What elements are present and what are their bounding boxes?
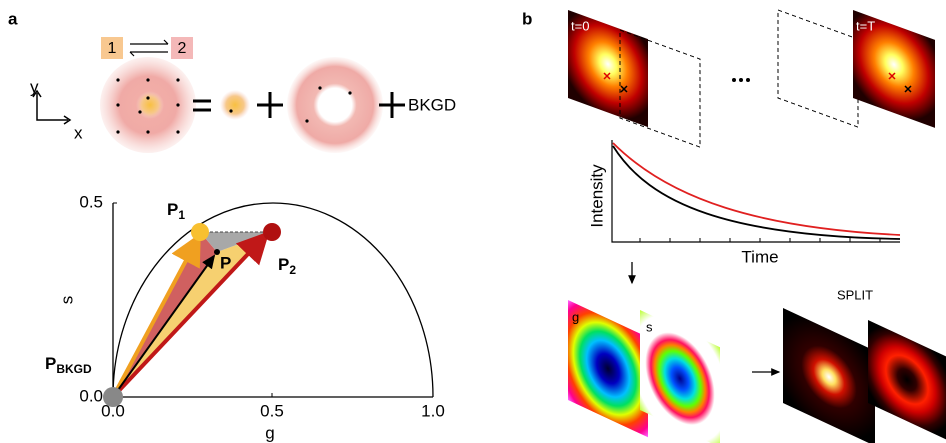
frame-label: t=0	[571, 18, 589, 33]
label-part: P	[167, 200, 178, 219]
panel-label: a	[8, 9, 18, 28]
map-label: s	[646, 319, 653, 334]
x-axis-label: Time	[741, 247, 778, 266]
frame-label: t=T	[856, 18, 875, 33]
xy-arrowheads	[33, 91, 70, 124]
label-part: P	[45, 354, 56, 373]
xy-axes	[37, 93, 68, 120]
point-label: PBKGD	[45, 354, 92, 376]
label-part: 2	[289, 263, 296, 277]
x-tick-label: 0.5	[260, 401, 284, 420]
figure: a 1 2 y x BKGD 0.5 0.0 0.0 0.5 1.0 g s P…	[0, 0, 946, 443]
y-tick-label: 0.5	[79, 192, 103, 211]
plus	[257, 92, 283, 118]
component-1	[220, 90, 250, 120]
frame-dashed	[778, 10, 858, 127]
plus	[379, 92, 405, 118]
background-label: BKGD	[408, 95, 456, 114]
axis-label: x	[74, 123, 83, 142]
y-axis-label: Intensity	[587, 164, 606, 228]
point-p2	[263, 223, 281, 241]
point-p1	[191, 223, 209, 241]
axis-label: y	[30, 77, 39, 96]
state-label: 1	[108, 40, 117, 57]
x-tick-label: 1.0	[421, 401, 445, 420]
sample-center	[136, 91, 164, 119]
point-label: P1	[167, 200, 185, 222]
label-part: P	[278, 255, 289, 274]
y-tick-label: 0.0	[79, 386, 103, 405]
g-map	[568, 300, 648, 437]
state-label: 2	[178, 40, 187, 57]
split-image-1	[783, 308, 875, 443]
point-label: P	[220, 253, 231, 272]
y-axis-label: s	[57, 296, 76, 305]
label-part: BKGD	[56, 362, 92, 376]
vector-p	[113, 256, 214, 397]
label-part: 1	[178, 208, 185, 222]
split-image-2	[868, 320, 946, 439]
x-axis-label: g	[265, 423, 274, 442]
component-2	[287, 57, 383, 153]
exchange-arrows	[130, 40, 168, 56]
map-label: g	[572, 309, 579, 324]
split-label: SPLIT	[837, 287, 873, 302]
point-bkgd	[103, 387, 123, 407]
panel-label: b	[522, 9, 532, 28]
decay-curve-black	[613, 146, 900, 239]
ellipsis	[732, 78, 750, 82]
pixel-dot	[229, 109, 232, 112]
point-label: P2	[278, 255, 296, 277]
